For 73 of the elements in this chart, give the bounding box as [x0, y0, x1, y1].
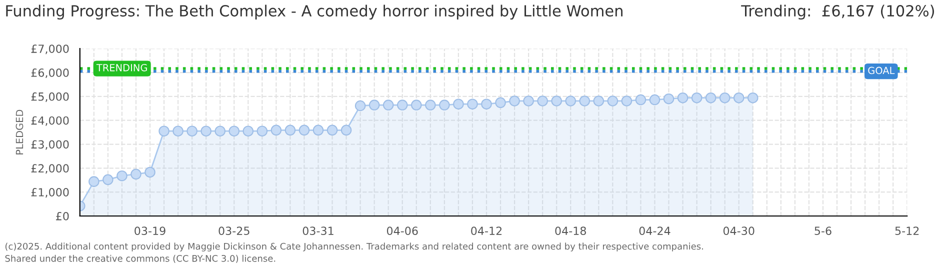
point [368, 100, 380, 110]
point [158, 126, 170, 136]
chart-title: Funding Progress: The Beth Complex - A comedy horror inspired by Little Women [6, 4, 622, 20]
x-tick-label: 03-31 [302, 226, 334, 236]
text: Shared under the creative commons (CC BY-NC 3.0) license. [5, 254, 276, 263]
point [621, 96, 632, 106]
x-tick-label: 5-6 [814, 226, 832, 236]
point [256, 126, 268, 136]
chart-subtitle: Trending: £6,167 (102%) [741, 4, 934, 20]
x-tick-label: 04-12 [471, 226, 502, 236]
point [537, 96, 548, 106]
x-tick-label: 03-25 [218, 226, 250, 236]
point [705, 92, 716, 104]
point [382, 100, 394, 110]
point [144, 166, 156, 178]
y-tick-label: £4,000 [31, 116, 69, 126]
point [439, 100, 450, 110]
point [214, 126, 226, 136]
point [102, 174, 114, 186]
point [551, 96, 562, 106]
point [607, 96, 618, 106]
point [467, 98, 478, 110]
x-tick-label: 04-24 [639, 226, 670, 236]
point [747, 92, 758, 104]
point [579, 96, 590, 106]
point [298, 124, 310, 136]
point [733, 92, 744, 104]
point [663, 93, 674, 104]
y-axis-title: PLEDGED [16, 110, 24, 154]
text: (c)2025. Additional content provided by Maggie Dickinson & Cate Johannessen. Trademarks and related content are owned by their respective companies. [5, 242, 703, 252]
point [396, 100, 408, 110]
point [186, 126, 198, 136]
point [200, 126, 212, 136]
point [228, 126, 240, 136]
point [509, 96, 520, 106]
point [635, 94, 646, 106]
ref-line-label: TRENDING [96, 64, 147, 72]
point [340, 124, 352, 136]
point [691, 92, 702, 104]
point [593, 96, 604, 106]
point [453, 98, 464, 110]
point [172, 126, 184, 136]
y-tick-label: £3,000 [31, 140, 69, 150]
point [270, 124, 282, 136]
y-tick-label: £0 [56, 212, 69, 220]
y-tick-label: £2,000 [31, 164, 69, 174]
point [411, 100, 422, 110]
point [326, 124, 338, 136]
x-tick-label: 04-18 [555, 226, 586, 236]
x-tick-label: 04-06 [386, 226, 418, 236]
point [649, 94, 660, 106]
point [116, 170, 128, 182]
point [481, 98, 492, 110]
y-tick-label: £1,000 [31, 188, 69, 198]
point [242, 126, 254, 136]
y-tick-label: £7,000 [31, 44, 69, 54]
ref-line-label: GOAL [868, 66, 895, 74]
y-tick-label: £5,000 [31, 92, 69, 102]
point [130, 168, 142, 180]
x-tick-label: 5-12 [895, 226, 919, 236]
point [565, 96, 576, 106]
x-tick-label: 04-30 [723, 226, 754, 236]
x-tick-label: 03-19 [134, 226, 166, 236]
point [719, 92, 730, 104]
point [88, 176, 100, 187]
point [354, 100, 366, 112]
point [284, 124, 296, 136]
point [495, 97, 506, 108]
point [677, 92, 688, 104]
point [425, 100, 436, 110]
point [523, 96, 534, 106]
y-tick-label: £6,000 [31, 68, 69, 78]
point [312, 124, 324, 136]
